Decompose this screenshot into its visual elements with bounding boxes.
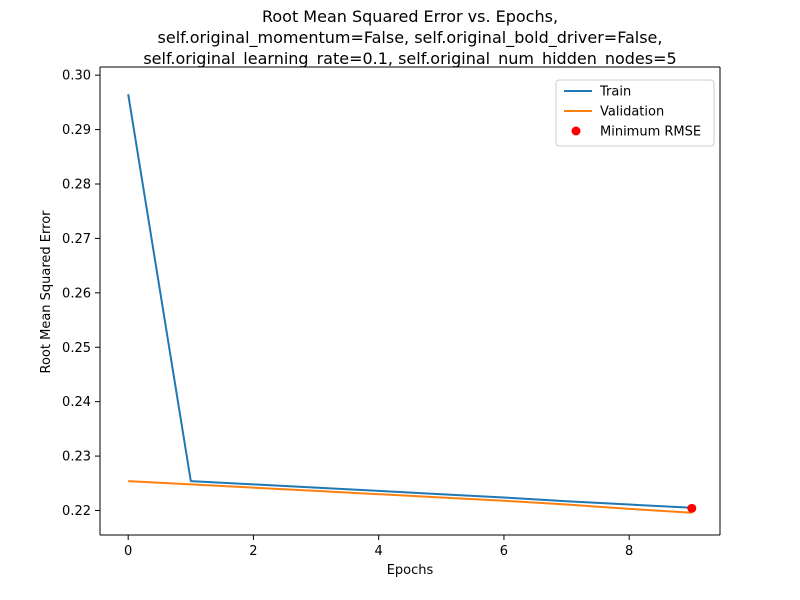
legend-swatch-dot [571, 126, 581, 136]
y-tick-label: 0.23 [62, 450, 91, 465]
y-tick-label: 0.30 [62, 69, 91, 84]
minimum-rmse-point [687, 503, 697, 513]
y-tick-label: 0.22 [62, 504, 91, 519]
y-tick-label: 0.25 [62, 341, 91, 356]
y-tick-label: 0.26 [62, 286, 91, 301]
x-tick-label: 6 [500, 544, 508, 559]
title-line: Root Mean Squared Error vs. Epochs, [262, 7, 558, 26]
y-axis-ticks: 0.22 0.23 0.24 0.25 0.26 0.27 0.28 0.29 0.30 [62, 69, 100, 519]
x-axis-label: Epochs [387, 563, 434, 578]
title-line: self.original_momentum=False, self.origi… [158, 28, 663, 48]
y-tick-label: 0.28 [62, 178, 91, 193]
legend-label: Train [599, 85, 631, 100]
legend: Train Validation Minimum RMSE [555, 79, 715, 147]
y-tick-label: 0.24 [62, 395, 91, 410]
legend-label: Minimum RMSE [600, 125, 701, 140]
series-line-validation [128, 480, 692, 514]
chart-title: Root Mean Squared Error vs. Epochs, self.… [143, 7, 676, 69]
y-tick-label: 0.27 [62, 232, 91, 247]
title-line: self.original_learning_rate=0.1, self.or… [143, 49, 676, 69]
x-tick-label: 8 [625, 544, 633, 559]
legend-label: Validation [600, 105, 664, 120]
x-tick-label: 0 [124, 544, 132, 559]
y-tick-label: 0.29 [62, 123, 91, 138]
series-line-train [127, 94, 692, 509]
x-tick-label: 4 [375, 544, 383, 559]
x-axis-ticks: 0 2 4 6 8 [124, 535, 633, 559]
x-tick-label: 2 [249, 544, 257, 559]
legend-box [555, 79, 715, 147]
y-axis-label: Root Mean Squared Error [39, 210, 54, 374]
